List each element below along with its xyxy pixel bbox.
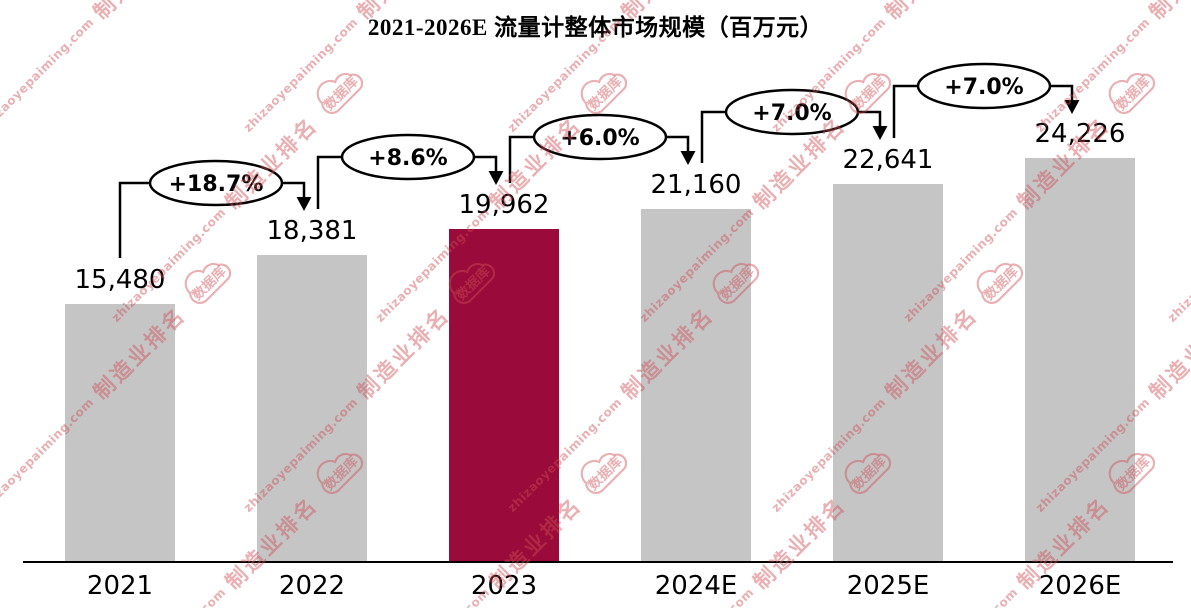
- growth-ellipse: [724, 88, 860, 136]
- bar-2023: [449, 229, 559, 562]
- cloud-badge-icon: 数据库: [580, 72, 628, 114]
- arrow-down-icon: [680, 151, 696, 165]
- growth-rate-label: +8.6%: [368, 146, 447, 171]
- bar-2025E: [833, 184, 943, 562]
- growth-ellipse: [340, 133, 476, 181]
- watermark-badge-text: 数据库: [981, 262, 1022, 303]
- growth-ellipse: [532, 113, 668, 161]
- x-axis-label-2022: 2022: [278, 571, 346, 601]
- watermark-site-text: zhizaoyepaiming.com: [1164, 205, 1191, 325]
- value-label-2024E: 21,160: [650, 170, 742, 200]
- x-axis-label-2024E: 2024E: [654, 571, 738, 601]
- growth-rate-label: +6.0%: [560, 126, 639, 151]
- arrow-down-icon: [1064, 100, 1080, 114]
- x-axis-label-2023: 2023: [470, 571, 538, 601]
- watermark-brand-text: 制造业排名: [220, 112, 323, 215]
- value-label-2022: 18,381: [266, 216, 358, 246]
- watermark-badge-text: 数据库: [585, 72, 626, 113]
- growth-ellipse: [916, 62, 1052, 110]
- growth-rate-label: +7.0%: [752, 101, 831, 126]
- growth-rate-label: +18.7%: [169, 172, 264, 197]
- x-axis-label-2021: 2021: [86, 571, 154, 601]
- value-label-2023: 19,962: [458, 190, 550, 220]
- growth-ellipse: [148, 159, 284, 207]
- x-axis-line: [23, 561, 1173, 563]
- cloud-badge-icon: 数据库: [844, 72, 892, 114]
- value-label-2021: 15,480: [74, 265, 166, 295]
- arrow-down-icon: [296, 197, 312, 211]
- arrow-down-icon: [872, 126, 888, 140]
- bar-2021: [65, 304, 175, 562]
- chart-title: 2021-2026E 流量计整体市场规模（百万元）: [367, 15, 824, 40]
- watermark-badge-text: 数据库: [585, 452, 626, 493]
- value-label-2025E: 22,641: [842, 145, 934, 175]
- bar-2022: [257, 255, 367, 562]
- arrow-down-icon: [488, 171, 504, 185]
- bar-2026E: [1025, 158, 1135, 562]
- x-axis-label-2026E: 2026E: [1038, 571, 1122, 601]
- bar-2024E: [641, 209, 751, 562]
- watermark-brand-text: 制造业排名: [1144, 302, 1191, 405]
- value-label-2026E: 24,226: [1034, 119, 1126, 149]
- x-axis-label-2025E: 2025E: [846, 571, 930, 601]
- watermark-badge-text: 数据库: [1113, 72, 1154, 113]
- watermark-badge-text: 数据库: [321, 72, 362, 113]
- watermark-site-text: zhizaoyepaiming.com: [1165, 585, 1191, 608]
- growth-rate-label: +7.0%: [944, 75, 1023, 100]
- cloud-badge-icon: 数据库: [316, 72, 364, 114]
- watermark-badge-text: 数据库: [849, 72, 890, 113]
- cloud-badge-icon: 数据库: [580, 452, 628, 494]
